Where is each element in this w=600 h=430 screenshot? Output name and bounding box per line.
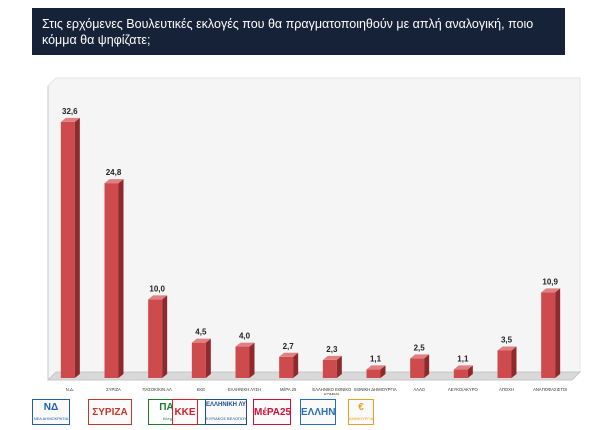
data-label: 10,0 bbox=[149, 284, 165, 293]
bar bbox=[279, 352, 299, 378]
category-label: ΠΑΣΟΚ/ΚΙΝ.ΑΛ bbox=[142, 387, 172, 392]
data-label: 10,9 bbox=[542, 277, 558, 286]
bar bbox=[235, 342, 255, 378]
bar bbox=[60, 117, 80, 378]
bar-top bbox=[453, 365, 473, 370]
category-label: ΛΕΥΚΟ/ΑΚΥΡΟ bbox=[448, 387, 479, 392]
chart-floor bbox=[47, 371, 581, 381]
bar-top bbox=[104, 179, 124, 184]
elliniki-lysi-logo: ΕΛΛΗΝΙΚΗ ΛΥΣΗΚΥΡΙΑΚΟΣ ΒΕΛΟΠΟΥΛΟΣ bbox=[205, 399, 247, 425]
bar-top bbox=[148, 295, 168, 300]
bar-side bbox=[74, 117, 80, 378]
nd-logo: ΝΔ ΝΕΑ ΔΗΜΟΚΡΑΤΙΑ bbox=[32, 399, 70, 425]
chart-title: Στις ερχόμενες Βουλευτικές εκλογές που θ… bbox=[32, 8, 565, 55]
bar-chart: 32,6 24,8 10,0 4,5 4,0 2,7 2,3 1,1 2,5 1,1 3,5 10,9… bbox=[47, 77, 581, 395]
bar-front bbox=[497, 350, 512, 378]
bar-side bbox=[511, 346, 517, 378]
mera25-logo: ΜέΡΑ25 bbox=[253, 399, 291, 425]
data-label: 32,6 bbox=[62, 107, 78, 116]
bar-top bbox=[541, 288, 561, 293]
bar-top bbox=[191, 338, 211, 343]
data-label: 2,3 bbox=[326, 345, 338, 354]
category-label: ΑΠΟΧΗ bbox=[499, 387, 514, 392]
category-label: ΕΛΛΗΝΙΚΟ ΕΘΝΙΚΟ ΚΟΜΜΑ bbox=[312, 387, 352, 395]
category-label: ΑΛΛΟ bbox=[413, 387, 425, 392]
category-label: ΚΚΕ bbox=[197, 387, 206, 392]
bar bbox=[497, 346, 517, 378]
bar bbox=[191, 338, 211, 378]
category-label: ΣΥΡΙΖΑ bbox=[106, 387, 121, 392]
bar-front bbox=[366, 369, 381, 378]
bar bbox=[366, 365, 386, 378]
data-label: 1,1 bbox=[370, 354, 382, 363]
category-label: ΕΘΝΙΚΗ ΔΗΜΙΟΥΡΓΙΑ bbox=[354, 387, 397, 392]
ellinon-logo: ΕΛΛΗΝΩΝ bbox=[300, 399, 336, 425]
bar bbox=[322, 355, 342, 378]
bar-top bbox=[235, 342, 255, 347]
bar-front bbox=[60, 121, 75, 378]
data-label: 4,5 bbox=[195, 328, 207, 337]
bar-front bbox=[541, 292, 556, 378]
bar-side bbox=[424, 354, 430, 378]
bar-side bbox=[380, 365, 386, 378]
bar-top bbox=[497, 346, 517, 351]
bar-top bbox=[366, 365, 386, 370]
data-label: 2,5 bbox=[414, 343, 426, 352]
bar-side bbox=[205, 338, 211, 378]
bar-front bbox=[279, 356, 294, 378]
data-label: 24,8 bbox=[106, 168, 122, 177]
bar-front bbox=[191, 342, 206, 378]
bar-side bbox=[336, 355, 342, 378]
bar-top bbox=[60, 117, 80, 122]
category-label: ΑΝΑΠΟΦΑΣΙΣΤΟΙ bbox=[533, 387, 567, 392]
bar bbox=[541, 288, 561, 378]
bar-top bbox=[410, 354, 430, 359]
bar-front bbox=[322, 359, 337, 378]
bar bbox=[104, 179, 124, 378]
data-label: 1,1 bbox=[457, 354, 469, 363]
bar-side bbox=[249, 342, 255, 378]
category-label: ΕΛΛΗΝΙΚΗ ΛΥΣΗ bbox=[228, 387, 261, 392]
data-label: 3,5 bbox=[501, 336, 513, 345]
category-label: Ν.Δ. bbox=[66, 387, 74, 392]
data-label: 4,0 bbox=[239, 332, 251, 341]
syriza-logo: ΣΥΡΙΖΑ bbox=[88, 399, 132, 425]
bar-side bbox=[467, 365, 473, 378]
bar-front bbox=[410, 358, 425, 378]
bar-top bbox=[279, 352, 299, 357]
bar-front bbox=[235, 346, 250, 378]
bar-side bbox=[162, 295, 168, 378]
ethniki-dimiourgia-logo: € ΔΗΜΙΟΥΡΓΙΑ bbox=[348, 399, 374, 425]
bar-front bbox=[148, 299, 163, 378]
bar-side bbox=[118, 179, 124, 378]
bar-top bbox=[322, 355, 342, 360]
bar bbox=[410, 354, 430, 378]
data-label: 2,7 bbox=[283, 342, 295, 351]
category-label: ΜέΡΑ 25 bbox=[280, 387, 297, 392]
bar-side bbox=[293, 352, 299, 378]
bar bbox=[453, 365, 473, 378]
bar bbox=[148, 295, 168, 378]
chart-title-text: Στις ερχόμενες Βουλευτικές εκλογές που θ… bbox=[42, 17, 534, 47]
bar-front bbox=[453, 369, 468, 378]
bar-front bbox=[104, 183, 119, 378]
bar-side bbox=[555, 288, 561, 378]
kke-logo: ΚΚΕ bbox=[172, 399, 198, 425]
